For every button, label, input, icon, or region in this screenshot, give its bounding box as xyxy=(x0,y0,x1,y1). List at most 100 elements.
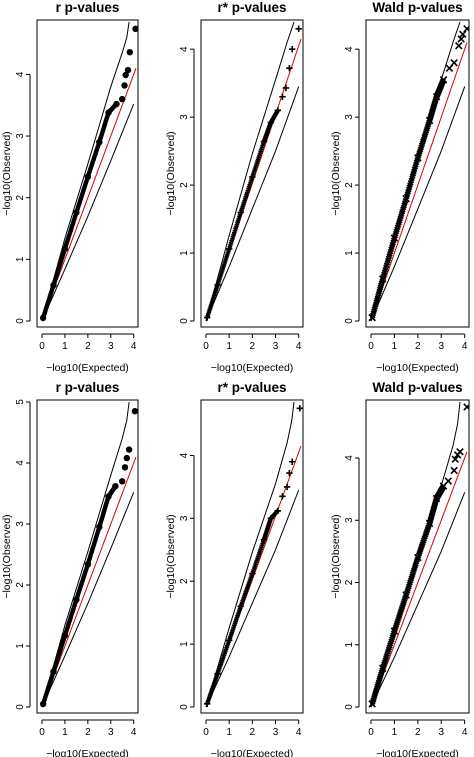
qq-point xyxy=(414,154,422,162)
y-tick-label: 5 xyxy=(15,399,26,405)
qq-point xyxy=(121,82,128,89)
qq-point xyxy=(112,483,119,490)
plot-frame xyxy=(200,19,304,328)
panel-title: r p-values xyxy=(56,380,120,395)
lower-bound-line xyxy=(205,86,300,322)
qq-point xyxy=(439,75,448,84)
x-tick-label: 4 xyxy=(462,341,468,352)
upper-bound-line xyxy=(41,21,130,322)
plot-area xyxy=(368,401,469,708)
y-tick-label: 4 xyxy=(15,71,26,77)
panel-title: Wald p-values xyxy=(372,380,462,395)
qq-point xyxy=(105,109,112,116)
x-tick-label: 1 xyxy=(226,341,232,352)
x-tick-label: 2 xyxy=(250,727,256,738)
qq-point xyxy=(96,523,103,531)
qq-point xyxy=(225,245,233,253)
qq-point xyxy=(73,596,80,603)
qq-point xyxy=(432,92,441,101)
qq-point xyxy=(451,455,460,464)
x-axis-label: −log10(Expected) xyxy=(46,362,129,374)
plot-area xyxy=(203,21,302,322)
qq-point xyxy=(368,700,376,708)
x-tick-label: 1 xyxy=(392,727,398,738)
x-tick-label: 2 xyxy=(415,727,421,738)
qq-point xyxy=(214,670,221,677)
y-tick-label: 1 xyxy=(344,642,355,648)
qq-point xyxy=(282,84,290,92)
y-tick-label: 2 xyxy=(15,194,26,200)
plot-area xyxy=(368,21,469,322)
qq-point xyxy=(457,35,465,43)
qq-point xyxy=(463,403,469,411)
qq-point xyxy=(432,494,441,503)
lower-bound-line xyxy=(41,492,135,708)
qq-point xyxy=(425,116,434,125)
qq-point xyxy=(267,515,275,522)
qq-point xyxy=(402,591,410,599)
x-tick-label: 4 xyxy=(296,341,302,352)
qq-point xyxy=(249,173,256,181)
y-tick-label: 2 xyxy=(179,182,190,188)
qq-point xyxy=(50,282,57,289)
x-tick-label: 0 xyxy=(368,341,374,352)
y-tick-label: 3 xyxy=(179,114,190,120)
qq-point xyxy=(237,603,244,610)
y-tick-label: 3 xyxy=(344,517,355,523)
y-tick-label: 2 xyxy=(344,579,355,585)
y-tick-label: 0 xyxy=(344,318,355,324)
qq-point xyxy=(378,664,387,673)
y-tick-label: 4 xyxy=(179,452,190,458)
plot-frame xyxy=(36,19,139,328)
y-tick-label: 3 xyxy=(344,114,355,120)
panel-title: r* p-values xyxy=(217,380,286,395)
x-tick-label: 4 xyxy=(131,727,137,738)
qq-point xyxy=(39,314,47,322)
qq-point xyxy=(113,100,120,108)
y-tick-label: 1 xyxy=(179,641,190,647)
x-tick-label: 3 xyxy=(273,727,279,738)
qq-point xyxy=(425,519,434,528)
qq-point xyxy=(84,173,92,180)
qq-point xyxy=(96,139,103,146)
x-axis-label: −log10(Expected) xyxy=(376,748,459,757)
y-tick-label: 4 xyxy=(15,460,26,466)
qq-point xyxy=(463,25,469,33)
reference-line xyxy=(370,42,468,322)
qq-panel-5: r* p-values 0 1 2 3 4 −log10(Expected) 0 1 2 3 4 −lo… xyxy=(165,380,304,757)
qq-point xyxy=(119,478,126,485)
x-tick-label: 3 xyxy=(108,727,114,738)
y-axis-label: −log10(Observed) xyxy=(330,131,342,215)
x-axis-label: −log10(Expected) xyxy=(211,748,294,757)
qq-point xyxy=(274,507,282,514)
qq-point xyxy=(249,570,256,577)
qq-point xyxy=(402,194,410,203)
qq-point xyxy=(450,59,458,67)
panel-title: r p-values xyxy=(56,0,120,15)
y-tick-label: 4 xyxy=(344,46,355,52)
qq-point xyxy=(444,477,453,485)
y-axis-label: −log10(Observed) xyxy=(1,514,13,598)
qq-point xyxy=(414,553,422,562)
qq-point xyxy=(61,632,69,639)
qq-point xyxy=(279,493,286,500)
y-tick-label: 0 xyxy=(15,704,26,710)
x-tick-label: 1 xyxy=(62,727,68,738)
qq-point xyxy=(260,138,268,145)
x-tick-label: 1 xyxy=(62,341,68,352)
x-tick-label: 0 xyxy=(39,341,45,352)
x-tick-label: 1 xyxy=(226,727,232,738)
x-tick-label: 1 xyxy=(392,341,398,352)
y-tick-label: 4 xyxy=(179,46,190,52)
upper-bound-line xyxy=(41,401,130,708)
plot-frame xyxy=(36,399,139,714)
y-tick-label: 0 xyxy=(15,318,26,324)
y-tick-label: 0 xyxy=(179,704,190,710)
y-tick-label: 3 xyxy=(15,133,26,139)
x-tick-label: 2 xyxy=(415,341,421,352)
x-tick-label: 3 xyxy=(438,727,444,738)
y-tick-label: 0 xyxy=(344,704,355,710)
qq-panel-6: Wald p-values 0 1 2 3 4 −log10(Expected) 0 1 2 3 4 −… xyxy=(330,380,470,757)
x-tick-label: 2 xyxy=(85,341,91,352)
